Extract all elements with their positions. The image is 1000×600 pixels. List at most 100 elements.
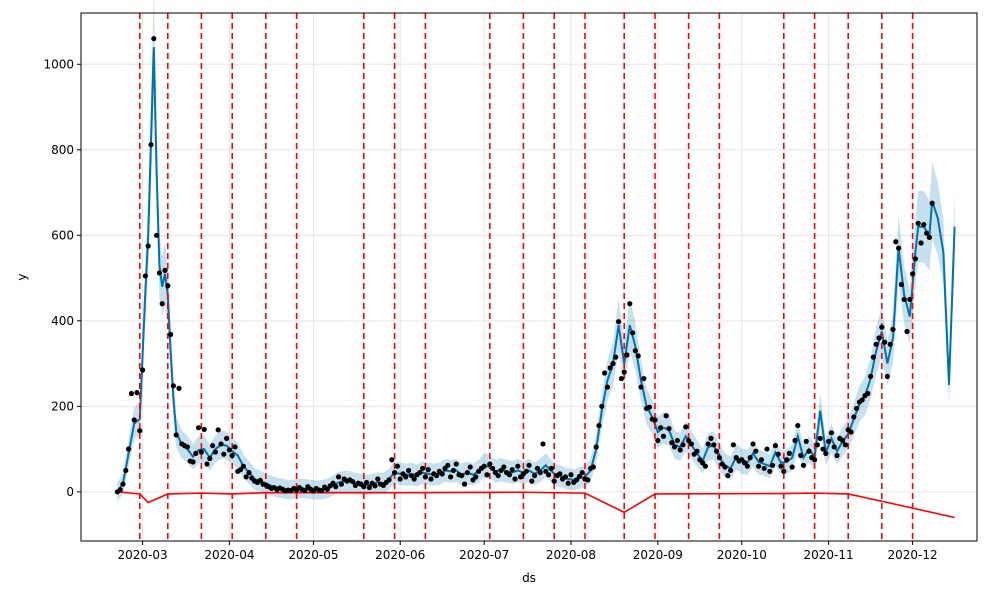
observed-point xyxy=(722,464,728,470)
observed-point xyxy=(403,474,409,480)
observed-point xyxy=(912,256,919,262)
observed-point xyxy=(546,472,552,478)
y-tick-label: 1000 xyxy=(43,57,74,71)
observed-point xyxy=(663,413,669,419)
observed-point xyxy=(711,442,717,448)
observed-point xyxy=(655,437,661,444)
observed-point xyxy=(784,457,790,463)
observed-point xyxy=(921,222,927,228)
observed-point xyxy=(523,468,529,474)
observed-point xyxy=(210,443,216,449)
y-tick-label: 800 xyxy=(51,143,74,157)
observed-point xyxy=(789,464,795,470)
observed-point xyxy=(652,417,658,423)
observed-point xyxy=(201,426,207,433)
observed-point xyxy=(876,335,882,341)
observed-point xyxy=(162,267,168,273)
observed-point xyxy=(137,428,143,434)
x-tick-label: 2020-07 xyxy=(459,548,509,562)
observed-point xyxy=(744,463,751,469)
observed-point xyxy=(128,390,134,397)
observed-point xyxy=(635,353,641,359)
observed-point xyxy=(630,330,636,336)
observed-point xyxy=(716,455,723,461)
observed-point xyxy=(820,446,826,452)
observed-point xyxy=(904,328,910,335)
observed-point xyxy=(134,390,140,396)
observed-point xyxy=(761,465,767,471)
observed-point xyxy=(406,467,412,474)
observed-point xyxy=(926,234,933,241)
observed-point xyxy=(770,462,776,468)
observed-point xyxy=(803,438,809,444)
observed-point xyxy=(714,448,720,454)
forecast-line xyxy=(116,47,956,493)
observed-point xyxy=(868,373,874,380)
observed-point xyxy=(226,447,232,453)
observed-point xyxy=(672,444,678,450)
observed-point xyxy=(730,442,737,448)
observed-point xyxy=(193,450,199,456)
observed-point xyxy=(204,461,210,467)
observed-point xyxy=(929,200,935,206)
observed-point xyxy=(120,481,126,487)
observed-point xyxy=(364,479,370,486)
observed-point xyxy=(481,463,487,469)
x-tick-label: 2020-11 xyxy=(804,548,854,562)
observed-point xyxy=(750,441,756,447)
observed-point xyxy=(660,433,667,439)
observed-point xyxy=(669,440,675,446)
observed-point xyxy=(896,245,902,251)
observed-point xyxy=(602,370,608,376)
observed-point xyxy=(840,437,846,444)
x-tick-label: 2020-10 xyxy=(717,548,767,562)
observed-point xyxy=(772,443,779,449)
observed-point xyxy=(439,471,445,477)
observed-point xyxy=(198,449,204,455)
observed-point xyxy=(529,478,535,484)
observed-point xyxy=(392,469,398,476)
observed-point xyxy=(506,472,512,478)
observed-point xyxy=(557,471,563,477)
observed-point xyxy=(417,469,423,476)
observed-point xyxy=(848,429,854,435)
observed-point xyxy=(372,483,378,489)
observed-point xyxy=(599,403,605,409)
observed-point xyxy=(627,301,633,307)
observed-point xyxy=(170,383,176,389)
observed-point xyxy=(728,467,734,474)
observed-point xyxy=(473,474,479,480)
observed-point xyxy=(484,472,490,478)
observed-point xyxy=(156,270,162,276)
observed-point xyxy=(613,354,619,360)
observed-point xyxy=(232,444,238,450)
observed-point xyxy=(786,450,793,456)
x-tick-label: 2020-09 xyxy=(633,548,683,562)
observed-point xyxy=(142,273,148,279)
observed-point xyxy=(632,348,639,354)
x-axis-label: ds xyxy=(522,571,536,585)
observed-point xyxy=(548,465,555,471)
observed-point xyxy=(445,462,451,468)
observed-point xyxy=(145,243,151,249)
y-tick-label: 600 xyxy=(51,228,74,242)
observed-point xyxy=(526,462,532,468)
observed-point xyxy=(386,477,392,483)
observed-point xyxy=(375,476,381,482)
observed-points xyxy=(114,36,935,495)
observed-point xyxy=(624,352,630,358)
observed-point xyxy=(646,404,653,410)
observed-point xyxy=(579,469,585,476)
observed-point xyxy=(196,425,202,431)
observed-point xyxy=(756,463,762,469)
observed-point xyxy=(747,455,753,461)
observed-point xyxy=(828,430,835,436)
y-tick-label: 200 xyxy=(51,399,74,413)
observed-point xyxy=(565,480,571,486)
observed-point xyxy=(212,449,218,455)
observed-point xyxy=(915,220,921,226)
observed-point xyxy=(394,463,400,469)
observed-point xyxy=(420,465,426,471)
observed-point xyxy=(215,427,221,433)
